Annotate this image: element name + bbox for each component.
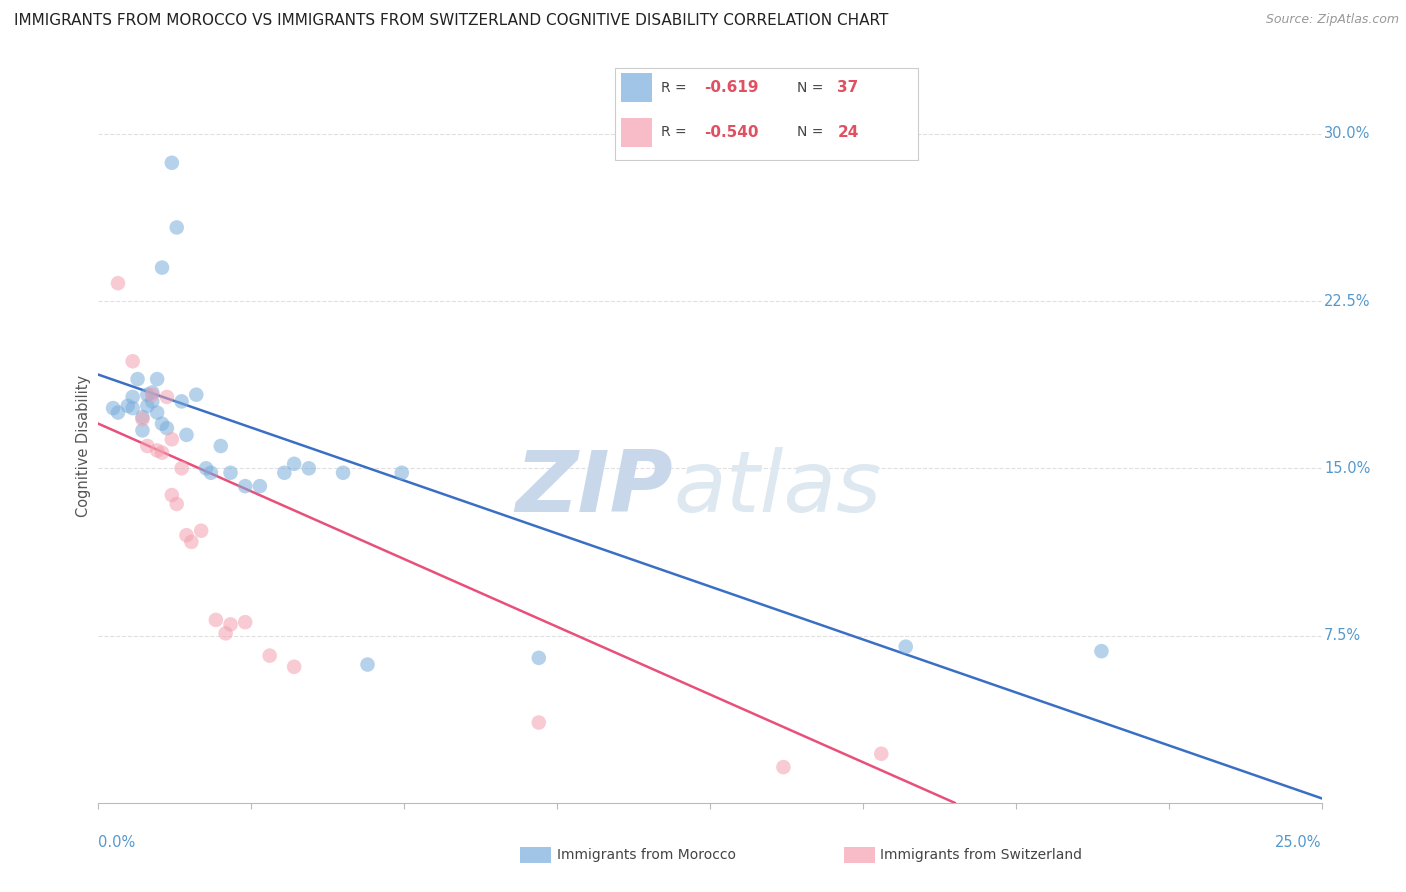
Text: 30.0%: 30.0% <box>1324 127 1371 141</box>
Text: 7.5%: 7.5% <box>1324 628 1361 643</box>
Text: 24: 24 <box>838 125 859 140</box>
Text: IMMIGRANTS FROM MOROCCO VS IMMIGRANTS FROM SWITZERLAND COGNITIVE DISABILITY CORR: IMMIGRANTS FROM MOROCCO VS IMMIGRANTS FR… <box>14 13 889 29</box>
Text: Source: ZipAtlas.com: Source: ZipAtlas.com <box>1265 13 1399 27</box>
Point <box>131 410 153 425</box>
FancyBboxPatch shape <box>614 68 918 160</box>
Point <box>166 497 188 511</box>
Point <box>870 747 893 761</box>
Point <box>127 372 149 386</box>
Point <box>146 405 169 420</box>
Point <box>894 640 917 654</box>
Point <box>160 488 183 502</box>
Point <box>1090 644 1112 658</box>
Text: atlas: atlas <box>673 447 882 531</box>
Text: Immigrants from Switzerland: Immigrants from Switzerland <box>880 848 1083 863</box>
Point <box>298 461 321 475</box>
Point <box>233 615 256 630</box>
Point <box>209 439 232 453</box>
Point <box>136 439 159 453</box>
Text: Immigrants from Morocco: Immigrants from Morocco <box>557 848 735 863</box>
Point <box>259 648 281 663</box>
Point <box>233 479 256 493</box>
Point <box>190 524 212 538</box>
Point <box>205 613 228 627</box>
Point <box>107 276 129 290</box>
Point <box>136 387 159 401</box>
Text: R =: R = <box>661 80 686 95</box>
Point <box>107 405 129 420</box>
Point <box>146 372 169 386</box>
Point <box>141 394 163 409</box>
Point <box>121 390 143 404</box>
Text: 22.5%: 22.5% <box>1324 293 1371 309</box>
Point <box>527 715 550 730</box>
Point <box>772 760 794 774</box>
Point <box>200 466 222 480</box>
Text: N =: N = <box>797 80 824 95</box>
Point <box>117 399 139 413</box>
Point <box>131 412 153 426</box>
Point <box>141 385 163 400</box>
Point <box>150 260 173 275</box>
Text: 37: 37 <box>838 80 859 95</box>
Point <box>146 443 169 458</box>
Point <box>176 528 198 542</box>
Point <box>166 220 188 235</box>
Point <box>156 390 179 404</box>
Text: -0.540: -0.540 <box>704 125 759 140</box>
Text: N =: N = <box>797 126 824 139</box>
Point <box>141 387 163 401</box>
Point <box>283 457 305 471</box>
Point <box>219 617 242 632</box>
Text: 0.0%: 0.0% <box>98 835 135 850</box>
Point <box>121 401 143 416</box>
Point <box>249 479 271 493</box>
Point <box>170 461 193 475</box>
Point <box>136 399 159 413</box>
Point <box>101 401 124 416</box>
Text: 15.0%: 15.0% <box>1324 461 1371 475</box>
Point <box>170 394 193 409</box>
Point <box>186 387 208 401</box>
Point <box>219 466 242 480</box>
Point <box>332 466 354 480</box>
Point <box>131 424 153 438</box>
Point <box>273 466 295 480</box>
Point <box>180 534 202 549</box>
Point <box>160 155 183 169</box>
Bar <box>621 119 652 146</box>
Point <box>195 461 218 475</box>
Y-axis label: Cognitive Disability: Cognitive Disability <box>76 375 91 517</box>
Point <box>150 417 173 431</box>
Point <box>156 421 179 435</box>
Point <box>214 626 236 640</box>
Point <box>391 466 413 480</box>
Text: 25.0%: 25.0% <box>1275 835 1322 850</box>
Bar <box>621 73 652 102</box>
Point <box>160 433 183 447</box>
Text: ZIP: ZIP <box>516 447 673 531</box>
Point <box>150 446 173 460</box>
Point <box>283 660 305 674</box>
Point <box>176 427 198 442</box>
Text: R =: R = <box>661 126 686 139</box>
Text: -0.619: -0.619 <box>704 80 759 95</box>
Point <box>121 354 143 368</box>
Point <box>527 651 550 665</box>
Point <box>356 657 378 672</box>
